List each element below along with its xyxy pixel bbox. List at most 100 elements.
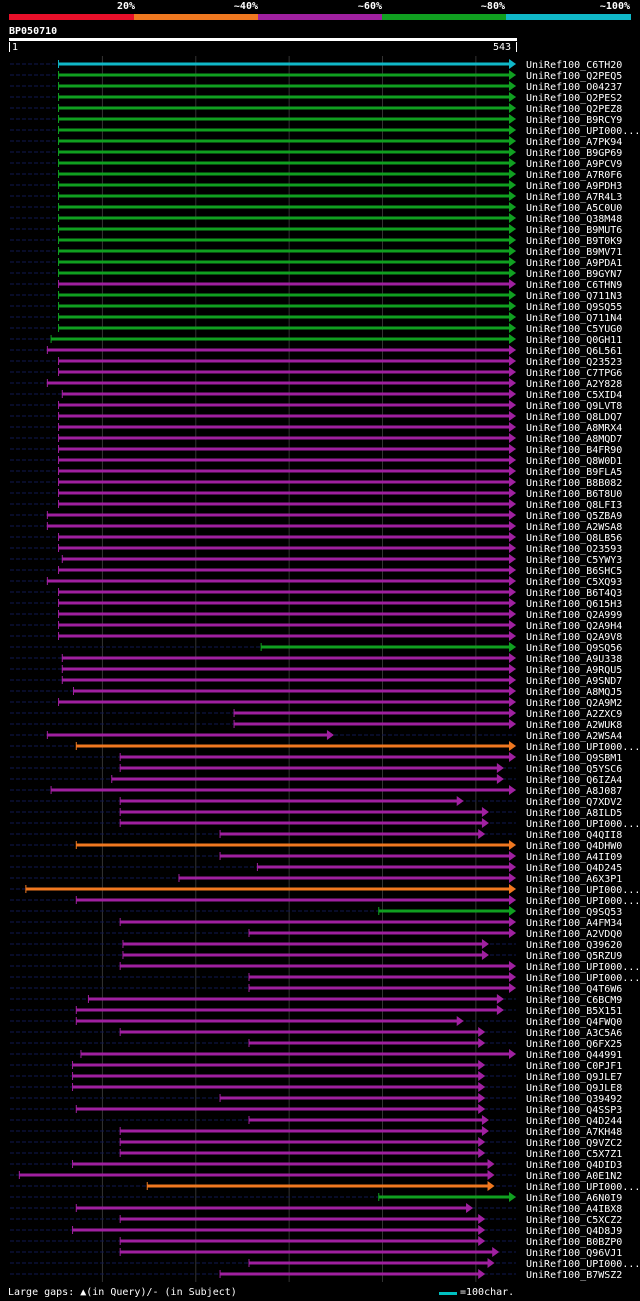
hit-bar	[58, 260, 511, 264]
hit-label: UniRef100_B9GYN7	[526, 269, 622, 280]
hit-arrow	[509, 213, 516, 223]
hit-label: UniRef100_Q8LB56	[526, 533, 622, 544]
legend-label-60: ~60%	[357, 1, 382, 12]
hit-label: UniRef100_Q2PES2	[526, 93, 622, 104]
hit-label: UniRef100_C0PJF1	[526, 1061, 622, 1072]
hit-bar	[220, 1096, 480, 1100]
hit-label: UniRef100_A3C5A6	[526, 1028, 622, 1039]
hit-arrow	[487, 1170, 495, 1180]
query-bar	[9, 38, 517, 41]
hit-arrow	[509, 862, 516, 872]
hit-label: UniRef100_A6N0I9	[526, 1193, 622, 1204]
hit-arrow	[509, 928, 516, 938]
hit-bar	[120, 1151, 480, 1155]
hit-bar	[58, 425, 511, 429]
hit-arrow	[509, 1192, 516, 1202]
hit-arrow	[509, 422, 516, 432]
hit-arrow	[509, 499, 516, 509]
hit-arrow	[509, 532, 516, 542]
hit-bar	[120, 1129, 483, 1133]
hit-arrow	[509, 675, 516, 685]
hit-arrow	[509, 543, 516, 553]
hit-label: UniRef100_A9PCV9	[526, 159, 622, 170]
hit-label: UniRef100_Q4QII8	[526, 830, 622, 841]
hit-label: UniRef100_A7PK94	[526, 137, 622, 148]
hit-label: UniRef100_Q39620	[526, 940, 622, 951]
hit-arrow	[509, 917, 516, 927]
hit-label: UniRef100_Q2A9M2	[526, 698, 622, 709]
hit-bar	[47, 381, 511, 385]
hit-label: UniRef100_Q4SSP3	[526, 1105, 622, 1116]
hit-label: UniRef100_Q5YSC6	[526, 764, 622, 775]
hit-label: UniRef100_Q5RZU9	[526, 951, 622, 962]
hit-label: UniRef100_Q4DID3	[526, 1160, 622, 1171]
hit-bar	[72, 1074, 480, 1078]
hit-bar	[73, 689, 510, 693]
hit-label: UniRef100_Q8W0D1	[526, 456, 622, 467]
hit-bar	[51, 337, 511, 341]
hit-arrow	[466, 1203, 474, 1213]
hit-arrow	[478, 829, 486, 839]
legend-swatch-40	[134, 14, 258, 20]
hit-arrow	[456, 796, 464, 806]
hit-arrow	[481, 1115, 489, 1125]
legend-label-100: ~100%	[599, 1, 630, 12]
hit-arrow	[509, 378, 516, 388]
hit-arrow	[478, 1148, 486, 1158]
hit-label: UniRef100_Q23523	[526, 357, 622, 368]
hit-label: UniRef100_B9RCY9	[526, 115, 622, 126]
hit-arrow	[509, 1049, 516, 1059]
hit-arrow	[509, 301, 516, 311]
hit-label: UniRef100_Q615H3	[526, 599, 622, 610]
hit-arrow	[478, 1104, 486, 1114]
hit-bar	[248, 1118, 483, 1122]
hit-label: UniRef100_A2WSA4	[526, 731, 622, 742]
hit-label: UniRef100_A8MQJ5	[526, 687, 622, 698]
hit-label: UniRef100_A4IBX8	[526, 1204, 622, 1215]
hit-bar	[248, 975, 510, 979]
hit-bar	[58, 106, 511, 110]
hit-label: UniRef100_Q6FX25	[526, 1039, 622, 1050]
hit-bar	[47, 524, 511, 528]
hit-arrow	[509, 279, 516, 289]
hit-label: UniRef100_Q0GH11	[526, 335, 622, 346]
hit-arrow	[509, 433, 516, 443]
legend-swatch-60	[258, 14, 382, 20]
hit-bar	[76, 1019, 458, 1023]
hit-arrow	[509, 103, 516, 113]
hit-label: UniRef100_A2Y828	[526, 379, 622, 390]
hit-label: UniRef100_C6THN9	[526, 280, 622, 291]
hit-bar	[47, 348, 511, 352]
hit-bar	[62, 667, 510, 671]
hit-arrow	[509, 785, 516, 795]
hit-arrow	[509, 488, 516, 498]
hit-label: UniRef100_UPI000...	[526, 126, 640, 137]
hit-label: UniRef100_Q9LVT8	[526, 401, 622, 412]
hit-bar	[47, 733, 328, 737]
hit-bar	[58, 271, 511, 275]
hit-label: UniRef100_UPI000...	[526, 962, 640, 973]
hit-label: UniRef100_Q39492	[526, 1094, 622, 1105]
hit-bar	[58, 227, 511, 231]
hit-bar	[220, 1272, 480, 1276]
hit-bar	[58, 601, 511, 605]
hit-arrow	[509, 268, 516, 278]
hit-label: UniRef100_A7R4L3	[526, 192, 622, 203]
hit-arrow	[478, 1071, 486, 1081]
hit-arrow	[478, 1225, 486, 1235]
hit-bar	[58, 205, 511, 209]
hit-label: UniRef100_Q9VZC2	[526, 1138, 622, 1149]
hit-bar	[62, 678, 510, 682]
hit-bar	[120, 1250, 494, 1254]
hit-arrow	[509, 576, 516, 586]
hit-arrow	[509, 114, 516, 124]
hit-bar	[58, 414, 511, 418]
hit-bar	[58, 95, 511, 99]
hit-bar	[80, 1052, 510, 1056]
hit-bar	[25, 887, 510, 891]
hit-bar	[58, 535, 511, 539]
hit-label: UniRef100_UPI000...	[526, 885, 640, 896]
hit-arrow	[509, 972, 516, 982]
hit-bar	[58, 612, 511, 616]
hit-label: UniRef100_A8MRX4	[526, 423, 622, 434]
